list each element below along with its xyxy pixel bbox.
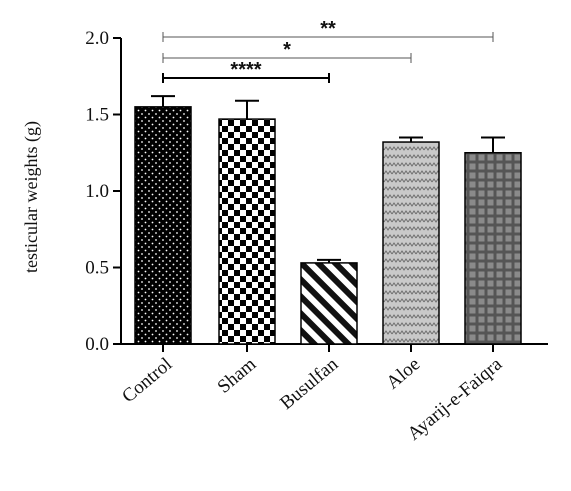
significance-label: *	[283, 39, 291, 61]
x-tick-label: Busulfan	[276, 353, 342, 414]
y-tick-label: 0.0	[85, 334, 109, 355]
y-tick-label: 1.0	[85, 181, 109, 202]
x-tick-label: Control	[118, 354, 176, 407]
y-axis-title: testicular weights (g)	[21, 121, 42, 273]
y-tick-label: 1.5	[85, 105, 109, 126]
bar-busulfan	[300, 262, 358, 345]
y-tick-label: 0.5	[85, 258, 109, 279]
significance-label: **	[320, 18, 336, 40]
bars	[134, 95, 522, 345]
y-tick-label: 2.0	[85, 28, 109, 49]
bar-aloe	[382, 141, 440, 345]
bar-control	[134, 106, 192, 345]
bar-sham	[218, 118, 276, 345]
bar-ayarij-e-faiqra	[464, 152, 522, 345]
x-tick-label: Sham	[214, 354, 261, 398]
significance-brackets: *******	[162, 18, 494, 83]
significance-label: ****	[230, 59, 261, 81]
x-tick-label: Aloe	[382, 354, 424, 394]
